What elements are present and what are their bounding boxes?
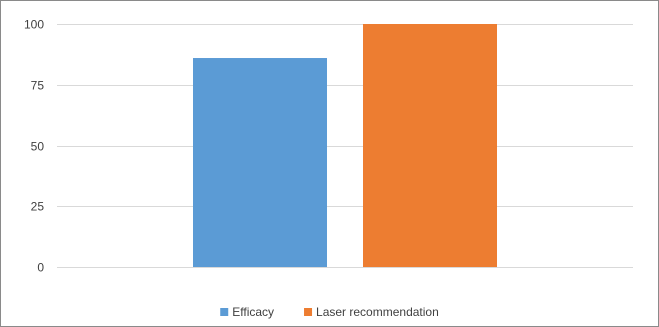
legend-item-laser-recommendation: Laser recommendation [304, 305, 439, 319]
legend: Efficacy Laser recommendation [220, 305, 439, 319]
bar-laser-recommendation [363, 24, 497, 267]
y-tick-label-25: 25 [31, 200, 45, 214]
legend-label: Laser recommendation [316, 305, 439, 319]
bars [193, 24, 497, 267]
legend-label: Efficacy [232, 305, 274, 319]
y-tick-label-0: 0 [37, 261, 44, 275]
legend-swatch [304, 308, 313, 316]
y-tick-label-75: 75 [31, 79, 45, 93]
y-tick-label-100: 100 [24, 18, 44, 32]
legend-swatch [220, 308, 229, 316]
gridlines [57, 24, 633, 268]
y-axis-ticks: 0 25 50 75 100 [24, 18, 44, 275]
bar-efficacy [193, 58, 327, 267]
y-tick-label-50: 50 [31, 140, 45, 154]
legend-item-efficacy: Efficacy [220, 305, 274, 319]
